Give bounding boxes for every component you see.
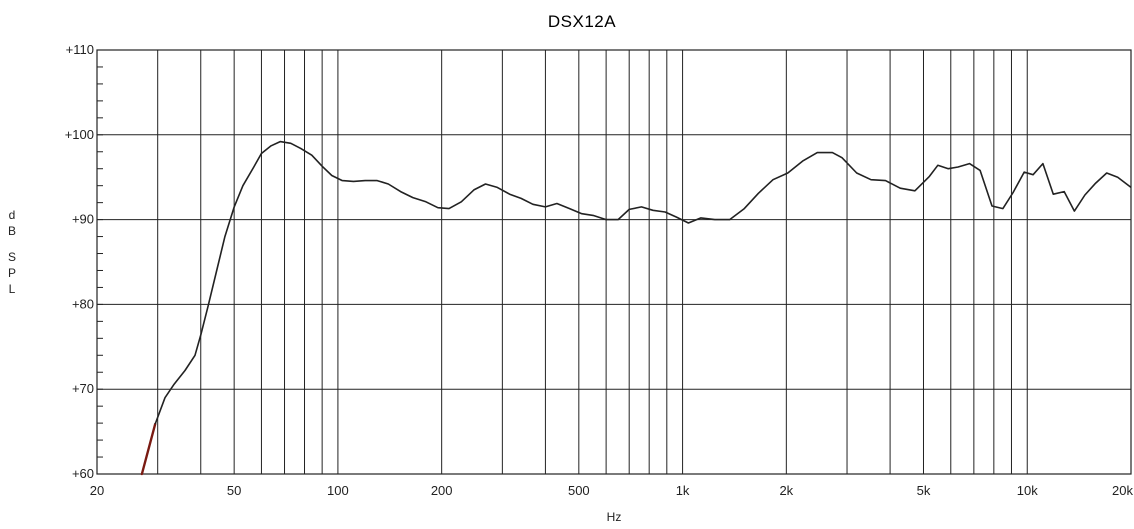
y-axis-label-letter: L xyxy=(9,282,16,296)
plot-frame xyxy=(96,49,1132,475)
response-curve xyxy=(154,140,1132,425)
y-tick-labels: +60 +70 +80 +90 +100 +110 xyxy=(65,42,94,481)
y-tick-label: +100 xyxy=(65,127,94,142)
x-tick-label: 5k xyxy=(917,483,931,498)
y-axis-label-letter: S xyxy=(8,250,16,264)
x-tick-label: 20k xyxy=(1112,483,1133,498)
y-axis-label-letter: P xyxy=(8,266,16,280)
y-axis-label-letter: B xyxy=(8,224,16,238)
grid xyxy=(97,49,1131,475)
x-tick-label: 50 xyxy=(227,483,241,498)
x-tick-label: 20 xyxy=(90,483,104,498)
y-tick-label: +110 xyxy=(66,42,94,57)
x-tick-label: 1k xyxy=(676,483,690,498)
x-axis-label: Hz xyxy=(607,510,622,524)
chart-title: DSX12A xyxy=(548,12,616,31)
y-axis-label-letter: d xyxy=(9,208,16,222)
x-tick-label: 500 xyxy=(568,483,590,498)
x-tick-label: 10k xyxy=(1017,483,1038,498)
y-tick-label: +60 xyxy=(72,466,94,481)
y-tick-label: +90 xyxy=(72,212,94,227)
x-tick-labels: 20 50 100 200 500 1k 2k 5k 10k 20k xyxy=(90,483,1134,498)
minor-ticks xyxy=(97,49,103,475)
x-tick-label: 200 xyxy=(431,483,453,498)
y-tick-label: +80 xyxy=(72,296,94,311)
x-tick-label: 100 xyxy=(327,483,349,498)
low-frequency-segment xyxy=(140,422,157,476)
y-tick-label: +70 xyxy=(72,381,94,396)
x-tick-label: 2k xyxy=(779,483,793,498)
